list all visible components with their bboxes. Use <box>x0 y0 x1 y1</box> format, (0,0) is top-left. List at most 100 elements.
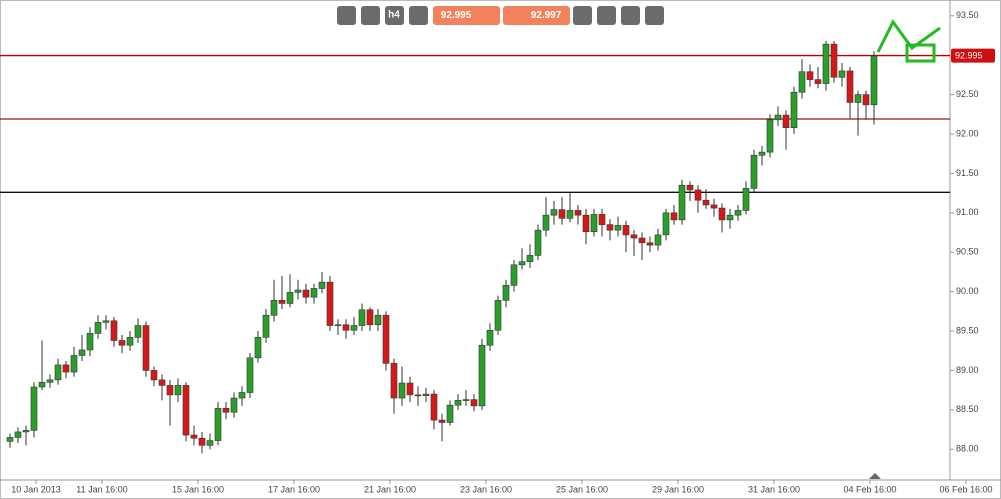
price-tag-label: 92.995 <box>955 50 983 60</box>
candle-body <box>462 399 470 401</box>
candle-body <box>294 289 302 293</box>
candle-body <box>550 209 558 216</box>
chart-type-button[interactable] <box>409 6 428 25</box>
candle-body <box>78 349 86 356</box>
candle-body <box>662 212 670 236</box>
candle-body <box>390 363 398 399</box>
candle-body <box>846 70 854 103</box>
candle-body <box>598 214 606 225</box>
candle-body <box>102 320 110 323</box>
candle-body <box>22 430 30 433</box>
candle-body <box>374 314 382 326</box>
candle-body <box>446 404 454 423</box>
timeframe-button[interactable] <box>385 6 404 25</box>
candle-body <box>158 379 166 386</box>
scroll-marker[interactable] <box>869 473 881 479</box>
candle-body <box>798 71 806 93</box>
candle-body <box>422 393 430 396</box>
candle-body <box>134 325 142 338</box>
x-tick-label: 11 Jan 16:00 <box>76 484 127 494</box>
candle-body <box>182 385 190 436</box>
y-tick-label: 92.50 <box>956 89 979 99</box>
candle-body <box>718 207 726 221</box>
candle-body <box>822 43 830 84</box>
x-tick-label: 29 Jan 16:00 <box>652 484 704 494</box>
x-tick-label: 10 Jan 2013 <box>11 484 61 494</box>
candle-body <box>566 210 574 219</box>
x-tick-label: 04 Feb 16:00 <box>843 484 896 494</box>
x-tick-label: 17 Jan 16:00 <box>268 484 320 494</box>
candle-body <box>62 364 70 373</box>
candle-body <box>222 407 230 413</box>
candle-body <box>6 437 14 442</box>
candle-body <box>742 188 750 211</box>
ask-price: 92.997 <box>531 10 562 21</box>
indicator-button[interactable] <box>597 6 616 25</box>
candle-body <box>70 355 78 373</box>
candle-body <box>638 237 646 244</box>
y-tick-label: 89.50 <box>956 325 979 335</box>
draw-button[interactable] <box>621 6 640 25</box>
candle-body <box>734 210 742 216</box>
candle-body <box>406 382 414 396</box>
candle-body <box>350 325 358 331</box>
candle-body <box>518 261 526 266</box>
candle-body <box>534 229 542 256</box>
candle-body <box>542 214 550 231</box>
x-tick-label: 25 Jan 16:00 <box>556 484 608 494</box>
candle-body <box>398 382 406 399</box>
annotation-arrow <box>876 19 941 53</box>
candle-body <box>318 281 326 289</box>
y-tick-label: 88.00 <box>956 444 979 454</box>
candle-body <box>686 184 694 191</box>
candle-body <box>854 94 862 103</box>
annotation-box <box>905 43 936 63</box>
candle-body <box>558 209 566 219</box>
bid-price: 92.995 <box>441 10 472 21</box>
candle-body <box>230 397 238 413</box>
buy-button[interactable] <box>503 6 570 25</box>
candle-body <box>342 324 350 331</box>
candle-body <box>758 151 766 156</box>
price-tag <box>951 48 995 63</box>
y-tick-label: 92.00 <box>956 128 979 138</box>
x-tick-label: 31 Jan 16:00 <box>748 484 800 494</box>
candle-body <box>774 114 782 121</box>
candle-body <box>838 70 846 78</box>
candle-body <box>278 299 286 304</box>
candle-body <box>766 119 774 153</box>
candle-body <box>630 234 638 239</box>
zoom-button[interactable] <box>337 6 356 25</box>
candle-body <box>126 337 134 346</box>
list-button[interactable] <box>573 6 592 25</box>
candle-body <box>166 385 174 396</box>
candle-body <box>870 55 878 106</box>
x-tick-label: 15 Jan 16:00 <box>172 484 224 494</box>
candle-body <box>14 431 22 438</box>
candle-body <box>254 337 262 359</box>
x-tick-label: 23 Jan 16:00 <box>460 484 512 494</box>
candle-body <box>302 289 310 298</box>
candle-body <box>526 255 534 262</box>
candle-body <box>382 314 390 364</box>
candle-body <box>590 214 598 233</box>
candle-body <box>726 214 734 221</box>
candle-body <box>30 386 38 431</box>
candle-body <box>238 392 246 399</box>
candle-body <box>470 399 478 407</box>
candle-body <box>142 325 150 371</box>
sell-button[interactable] <box>433 6 500 25</box>
candle-body <box>38 381 46 388</box>
candle-body <box>94 322 102 334</box>
zoom-area-button[interactable] <box>361 6 380 25</box>
tools-button[interactable] <box>645 6 664 25</box>
candle-body <box>206 440 214 446</box>
candle-body <box>622 225 630 236</box>
candle-body <box>198 437 206 446</box>
toolbar: h4 92.995 92.997 <box>337 6 664 25</box>
y-tick-label: 91.50 <box>956 168 979 178</box>
candle-body <box>54 364 62 381</box>
candle-body <box>678 184 686 221</box>
candle-body <box>366 309 374 326</box>
